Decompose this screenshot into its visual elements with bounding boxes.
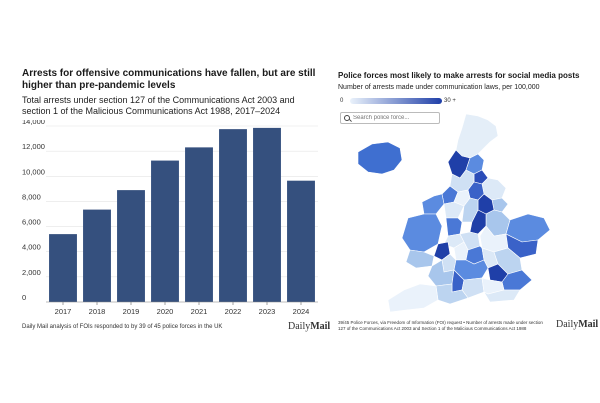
map-region-scotland[interactable] bbox=[455, 114, 499, 159]
x-tick-label-2019: 2019 bbox=[123, 307, 140, 316]
map-region-hampshire[interactable] bbox=[461, 277, 485, 299]
bar-2021[interactable] bbox=[185, 147, 213, 302]
x-tick-label-2023: 2023 bbox=[259, 307, 276, 316]
y-tick-label: 4,000 bbox=[22, 243, 41, 252]
bar-2017[interactable] bbox=[49, 234, 77, 302]
y-tick-label: 8,000 bbox=[22, 192, 41, 201]
map-source: 39/45 Police Forces, via Freedom of Info… bbox=[338, 320, 543, 331]
map-region-dyfed-powys[interactable] bbox=[401, 213, 443, 253]
bar-2019[interactable] bbox=[117, 190, 145, 302]
map-title: Police forces most likely to make arrest… bbox=[338, 71, 580, 80]
map-region-south-wales[interactable] bbox=[405, 249, 435, 269]
x-tick-label-2018: 2018 bbox=[89, 307, 106, 316]
legend-max-label: 30 + bbox=[444, 98, 456, 104]
search-icon bbox=[344, 115, 350, 121]
bar-2018[interactable] bbox=[83, 209, 111, 302]
logo-text-mail-right: Mail bbox=[578, 319, 599, 330]
map-region-north-wales[interactable] bbox=[421, 193, 445, 215]
police-force-search[interactable] bbox=[340, 112, 440, 124]
x-tick-label-2022: 2022 bbox=[225, 307, 242, 316]
bar-2022[interactable] bbox=[219, 129, 247, 302]
legend-gradient bbox=[350, 98, 442, 104]
y-tick-label: 6,000 bbox=[22, 218, 41, 227]
chart-subtitle: Total arrests under section 127 of the C… bbox=[22, 95, 295, 116]
map-region-devon-cornwall[interactable] bbox=[387, 283, 439, 313]
x-tick-label-2021: 2021 bbox=[191, 307, 208, 316]
search-input[interactable] bbox=[353, 115, 438, 121]
y-tick-label: 12,000 bbox=[22, 142, 45, 151]
bar-2023[interactable] bbox=[253, 127, 281, 302]
logo-text-daily: Daily bbox=[288, 321, 311, 332]
daily-mail-logo: DailyMail bbox=[288, 321, 330, 332]
map-region-sussex[interactable] bbox=[483, 289, 521, 303]
map-legend: 0 30 + bbox=[338, 95, 458, 107]
chart-source: Daily Mail analysis of FOIs responded to… bbox=[22, 324, 223, 330]
legend-min-label: 0 bbox=[340, 98, 344, 104]
map-subtitle: Number of arrests made under communicati… bbox=[338, 84, 540, 91]
logo-text-mail: Mail bbox=[310, 321, 331, 332]
logo-text-daily-right: Daily bbox=[556, 319, 579, 330]
chart-title: Arrests for offensive communications hav… bbox=[22, 68, 316, 91]
map-region-staffordshire[interactable] bbox=[445, 217, 463, 237]
x-tick-label-2020: 2020 bbox=[157, 307, 174, 316]
map-region-dorset[interactable] bbox=[435, 283, 469, 305]
daily-mail-logo-right: DailyMail bbox=[556, 319, 598, 330]
y-tick-label: 0 bbox=[22, 293, 26, 302]
map-region-cheshire[interactable] bbox=[443, 201, 465, 219]
y-tick-label: 14,000 bbox=[22, 120, 45, 126]
bar-2024[interactable] bbox=[287, 180, 315, 302]
y-tick-label: 10,000 bbox=[22, 167, 45, 176]
y-tick-label: 2,000 bbox=[22, 268, 41, 277]
bar-2020[interactable] bbox=[151, 160, 179, 302]
police-force-map[interactable] bbox=[338, 114, 588, 314]
x-tick-label-2024: 2024 bbox=[293, 307, 310, 316]
map-region-northern-ireland[interactable] bbox=[357, 141, 403, 175]
x-tick-label-2017: 2017 bbox=[55, 307, 72, 316]
map-panel: Police forces most likely to make arrest… bbox=[338, 68, 598, 340]
bar-chart: 0 2,000 4,000 6,000 8,000 10,000 12,000 14,000 2… bbox=[22, 120, 318, 316]
bar-chart-panel: Arrests for offensive communications hav… bbox=[22, 68, 330, 340]
